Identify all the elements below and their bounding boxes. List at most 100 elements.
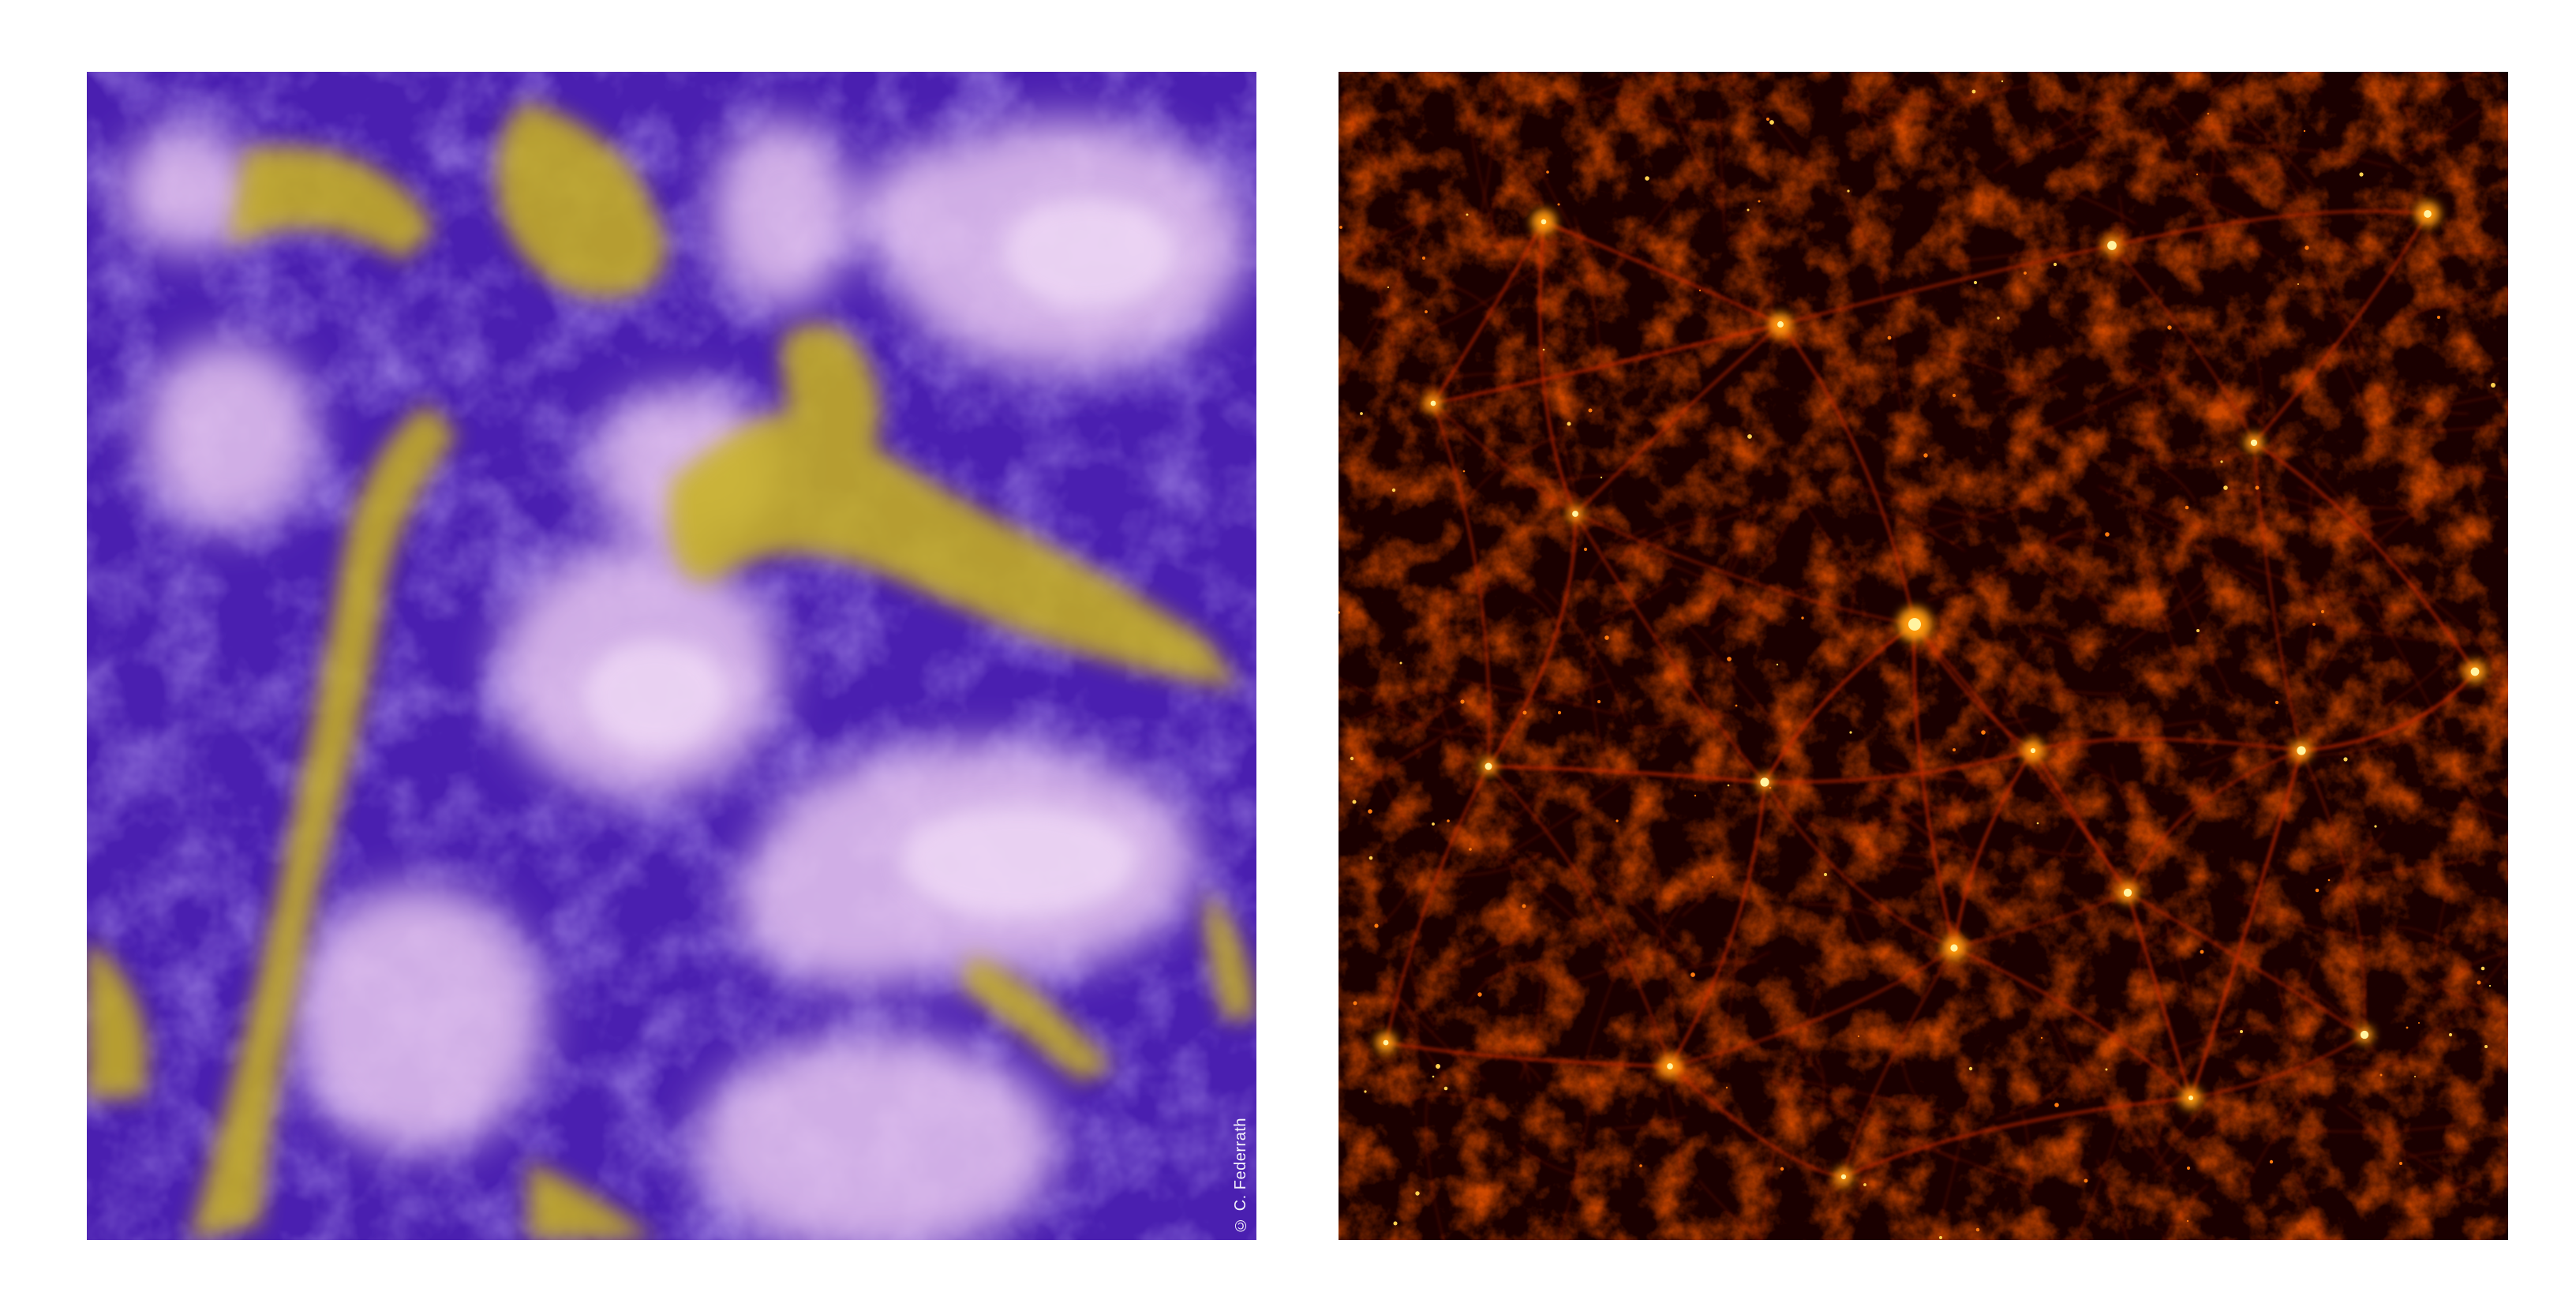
halo-core xyxy=(1430,400,1436,406)
filament-strand xyxy=(1362,713,1493,788)
galaxy-clump xyxy=(1546,170,1549,174)
galaxy-clump xyxy=(1769,120,1774,125)
filament xyxy=(1764,781,1955,949)
filament-strand xyxy=(1707,520,1746,624)
halo-core xyxy=(1777,321,1784,328)
filament-strand xyxy=(1339,212,1433,265)
galaxy-clump xyxy=(1823,872,1828,877)
galaxy-clump xyxy=(1339,611,1340,614)
filament xyxy=(1779,324,1916,625)
filament xyxy=(2252,213,2429,444)
filament-strand xyxy=(1589,634,1610,779)
filament-strand xyxy=(1718,108,1725,234)
filament-strand xyxy=(2024,681,2123,695)
galaxy-clump xyxy=(1604,635,1609,640)
galaxy-clump xyxy=(2359,172,2364,177)
filament-strand xyxy=(1434,852,1541,877)
filament-strand xyxy=(1893,333,1903,410)
filament-strand xyxy=(2152,117,2215,238)
filament-strand xyxy=(2118,360,2166,399)
galaxy-clump xyxy=(2105,532,2110,537)
filament-strand xyxy=(1681,879,1722,917)
halo-core xyxy=(2470,667,2480,676)
filament-strand xyxy=(1491,191,1498,247)
filament-strand xyxy=(1934,735,1990,836)
filament-strand xyxy=(1727,196,1800,239)
galaxy-clump xyxy=(2255,485,2260,490)
halo-core xyxy=(2250,439,2258,447)
filament-strand xyxy=(2143,335,2168,462)
filament-strand xyxy=(2096,1159,2129,1240)
galaxy-clump xyxy=(1780,1167,1784,1171)
filament-strand xyxy=(1872,72,1908,111)
cosmic-web-simulation-image xyxy=(1339,72,2508,1240)
galaxy-clump xyxy=(2303,129,2306,133)
filament-strand xyxy=(2169,1111,2239,1168)
filament-strand xyxy=(2407,581,2496,660)
filament-strand xyxy=(1596,94,1717,125)
filament-strand xyxy=(2050,535,2080,583)
filament-strand xyxy=(1515,474,1626,490)
filament-strand xyxy=(1845,897,1866,944)
galaxy-clump xyxy=(2297,283,2299,285)
filament-strand xyxy=(1872,785,1953,860)
filament xyxy=(1913,624,2034,751)
filament-strand xyxy=(1361,734,1411,827)
galaxy-clump xyxy=(1466,213,1469,216)
filament-strand xyxy=(2312,260,2358,370)
filament-strand xyxy=(1533,156,1614,302)
filament-strand xyxy=(2433,983,2508,1021)
filament-strand xyxy=(2024,846,2131,856)
filament-strand xyxy=(2156,91,2248,193)
filament-strand xyxy=(2457,803,2508,819)
halo-core xyxy=(1383,1039,1389,1046)
filament-strand xyxy=(2236,897,2376,939)
galaxy-clump xyxy=(2167,325,2172,330)
galaxy-clump xyxy=(1952,393,1956,398)
filament-strand xyxy=(1803,904,1879,917)
filament-strand xyxy=(2339,308,2365,357)
filament-strand xyxy=(1434,687,1490,757)
filament-strand xyxy=(2188,229,2276,258)
galaxy-clump xyxy=(1776,663,1779,666)
filament-strand xyxy=(1600,76,1736,103)
filament-strand xyxy=(1341,680,1425,729)
filament xyxy=(1668,781,1766,1067)
galaxy-clump xyxy=(1339,226,1342,229)
filament-strand xyxy=(2196,145,2215,266)
filament-strand xyxy=(1519,962,1543,1081)
galaxy-clump xyxy=(2269,1159,2274,1164)
halo-core xyxy=(2107,241,2117,250)
filament-strand xyxy=(1775,1012,1823,1079)
halo-core xyxy=(2360,1030,2369,1039)
galaxy-clump xyxy=(1769,786,1772,789)
filament-strand xyxy=(1339,740,1438,790)
filament-strand xyxy=(2158,766,2218,846)
filament-strand xyxy=(1875,85,2028,131)
filament xyxy=(1488,766,1671,1067)
cosmic-web-graphic xyxy=(1339,72,2508,1240)
filament-strand xyxy=(1856,849,1924,870)
filament-strand xyxy=(1477,241,1577,252)
filament xyxy=(2127,891,2365,1036)
filament-strand xyxy=(1679,617,1783,733)
filament-strand xyxy=(2242,406,2276,442)
filament xyxy=(1843,947,1955,1178)
filament-strand xyxy=(2036,90,2104,163)
galaxy-clump xyxy=(2105,1068,2108,1071)
filament-strand xyxy=(1582,529,1647,592)
galaxy-clump xyxy=(1616,819,1619,822)
filament-strand xyxy=(1568,942,1678,983)
galaxy-clump xyxy=(1639,1164,1642,1167)
turbulence-simulation-image: © C. Federrath xyxy=(87,72,1256,1240)
galaxy-clump xyxy=(2054,1103,2059,1107)
filament-strand xyxy=(1455,579,1509,592)
filament-strand xyxy=(1869,510,1966,552)
filament-strand xyxy=(1777,979,1820,1122)
filament-strand xyxy=(2397,109,2481,159)
filament-strand xyxy=(1841,72,1878,155)
halo-core xyxy=(1840,1174,1847,1180)
filament-strand xyxy=(1411,265,1541,336)
galaxy-clump xyxy=(2481,966,2485,971)
filament-strand xyxy=(2030,556,2138,627)
